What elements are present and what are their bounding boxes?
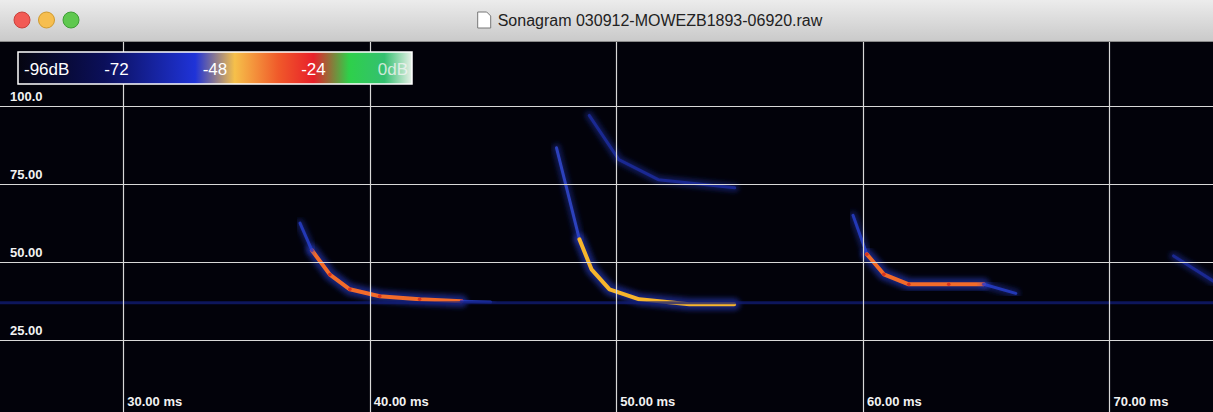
grid — [0, 42, 1213, 412]
file-icon — [478, 12, 491, 28]
grid-line-x — [616, 42, 617, 412]
call-glow — [867, 254, 984, 284]
plot-background — [0, 42, 1213, 412]
x-tick-label: 40.00 ms — [374, 394, 429, 409]
y-tick-label: 50.00 — [10, 245, 43, 260]
grid-line-x — [863, 42, 864, 412]
trace-dot — [882, 273, 886, 277]
y-tick-label: 75.00 — [10, 167, 43, 182]
call-trace — [579, 239, 734, 304]
window: Sonagram 030912-MOWEZB1893-06920.raw 100.… — [0, 0, 1213, 412]
trace-dot — [947, 282, 951, 286]
call-glow — [579, 239, 734, 304]
window-title: Sonagram 030912-MOWEZB1893-06920.raw — [498, 12, 823, 29]
title-bar — [0, 0, 1213, 42]
trace-dot — [907, 282, 911, 286]
grid-line-x — [370, 42, 371, 412]
grid-line-y — [0, 184, 1213, 185]
window-button[interactable] — [39, 12, 55, 28]
x-tick-label: 60.00 ms — [867, 394, 922, 409]
grid-line-x — [123, 42, 124, 412]
call-glow — [0, 299, 1213, 307]
call-trace — [557, 148, 580, 240]
call-glow — [1174, 256, 1213, 281]
colorbar — [18, 52, 412, 84]
x-tick-label: 30.00 ms — [127, 394, 182, 409]
marks — [0, 115, 1213, 304]
colorbar-tick-label: -72 — [104, 60, 129, 79]
call-glow — [589, 115, 735, 187]
call-trace — [589, 115, 735, 187]
window-button[interactable] — [14, 12, 30, 28]
y-tick-label: 100.0 — [10, 89, 43, 104]
call-glow — [984, 284, 1016, 293]
call-trace — [867, 254, 984, 284]
call-glow — [853, 215, 867, 254]
call-glow — [300, 223, 312, 250]
trace-dot — [865, 253, 869, 257]
x-tick-label: 50.00 ms — [620, 394, 675, 409]
call-trace — [300, 223, 312, 250]
call-trace — [312, 250, 462, 301]
call-trace — [984, 284, 1016, 293]
trace-dot — [328, 273, 332, 277]
grid-line-y — [0, 262, 1213, 263]
call-trace — [1174, 256, 1213, 281]
grid-line-y — [0, 106, 1213, 107]
call-glow — [557, 148, 580, 240]
y-tick-label: 25.00 — [10, 323, 43, 338]
colorbar-tick-label: -24 — [301, 60, 326, 79]
trace-dot — [348, 287, 352, 291]
grid-line-y — [0, 340, 1213, 341]
colorbar-tick-label: -96dB — [24, 60, 69, 79]
call-trace — [853, 215, 867, 254]
grid-line-x — [1109, 42, 1110, 412]
title-bar-border — [0, 41, 1213, 42]
x-tick-label: 70.00 ms — [1113, 394, 1168, 409]
colorbar-tick-label: 0dB — [378, 60, 408, 79]
trace-dot — [378, 294, 382, 298]
call-trace — [0, 301, 1213, 304]
window-button[interactable] — [63, 12, 79, 28]
call-glow — [312, 250, 462, 301]
colorbar-tick-label: -48 — [203, 60, 228, 79]
